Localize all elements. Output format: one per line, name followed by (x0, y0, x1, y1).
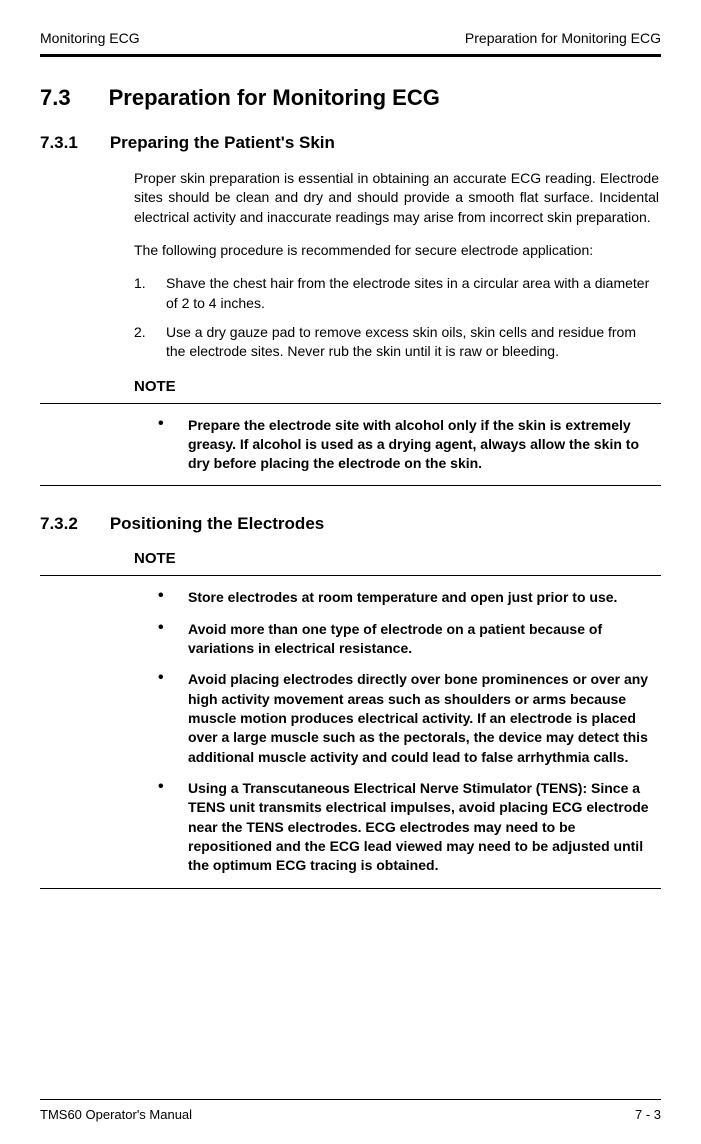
section-number: 7.3 (40, 85, 71, 111)
header-right: Preparation for Monitoring ECG (465, 30, 661, 46)
subsection-title: Positioning the Electrodes (110, 514, 324, 534)
note-text: Store electrodes at room temperature and… (188, 588, 659, 607)
page-header: Monitoring ECG Preparation for Monitorin… (40, 30, 661, 46)
step-text: Shave the chest hair from the electrode … (166, 274, 659, 313)
subsection-number: 7.3.2 (40, 514, 78, 534)
note-bullet: • Store electrodes at room temperature a… (134, 588, 659, 607)
paragraph: The following procedure is recommended f… (134, 241, 659, 260)
note-bullet: • Avoid placing electrodes directly over… (134, 670, 659, 767)
note-text: Avoid placing electrodes directly over b… (188, 670, 659, 767)
bullet-icon: • (158, 416, 188, 474)
note-bullet: • Using a Transcutaneous Electrical Nerv… (134, 779, 659, 876)
subsection-heading-7-3-1: 7.3.1 Preparing the Patient's Skin (40, 133, 661, 153)
note-text: Avoid more than one type of electrode on… (188, 620, 659, 659)
bullet-icon: • (158, 779, 188, 876)
subsection-7-3-1-body: Proper skin preparation is essential in … (134, 169, 659, 395)
subsection-heading-7-3-2: 7.3.2 Positioning the Electrodes (40, 514, 661, 534)
note-heading: NOTE (134, 550, 659, 567)
note-text: Using a Transcutaneous Electrical Nerve … (188, 779, 659, 876)
subsection-number: 7.3.1 (40, 133, 78, 153)
note-heading: NOTE (134, 378, 659, 395)
bullet-icon: • (158, 588, 188, 607)
note-bullet: • Avoid more than one type of electrode … (134, 620, 659, 659)
note-bullet: • Prepare the electrode site with alcoho… (134, 416, 659, 474)
subsection-7-3-2-body: NOTE (134, 550, 659, 567)
note-body-7-3-1: • Prepare the electrode site with alcoho… (134, 416, 659, 474)
footer-right: 7 - 3 (635, 1107, 661, 1122)
step-number: 1. (134, 274, 166, 313)
section-title: Preparation for Monitoring ECG (109, 85, 440, 111)
step-text: Use a dry gauze pad to remove excess ski… (166, 323, 659, 362)
paragraph: Proper skin preparation is essential in … (134, 169, 659, 227)
footer-rule (40, 1099, 661, 1100)
ordered-step-1: 1. Shave the chest hair from the electro… (134, 274, 659, 313)
page-footer: TMS60 Operator's Manual 7 - 3 (40, 1107, 661, 1122)
header-left: Monitoring ECG (40, 30, 140, 46)
note-body-7-3-2: • Store electrodes at room temperature a… (134, 588, 659, 875)
note-rule-bottom (40, 888, 661, 889)
bullet-icon: • (158, 670, 188, 767)
header-rule (40, 54, 661, 57)
ordered-step-2: 2. Use a dry gauze pad to remove excess … (134, 323, 659, 362)
section-heading-7-3: 7.3 Preparation for Monitoring ECG (40, 85, 661, 111)
subsection-title: Preparing the Patient's Skin (110, 133, 335, 153)
step-number: 2. (134, 323, 166, 362)
note-text: Prepare the electrode site with alcohol … (188, 416, 659, 474)
footer-left: TMS60 Operator's Manual (40, 1107, 192, 1122)
note-rule-top (40, 403, 661, 404)
note-rule-top (40, 575, 661, 576)
bullet-icon: • (158, 620, 188, 659)
